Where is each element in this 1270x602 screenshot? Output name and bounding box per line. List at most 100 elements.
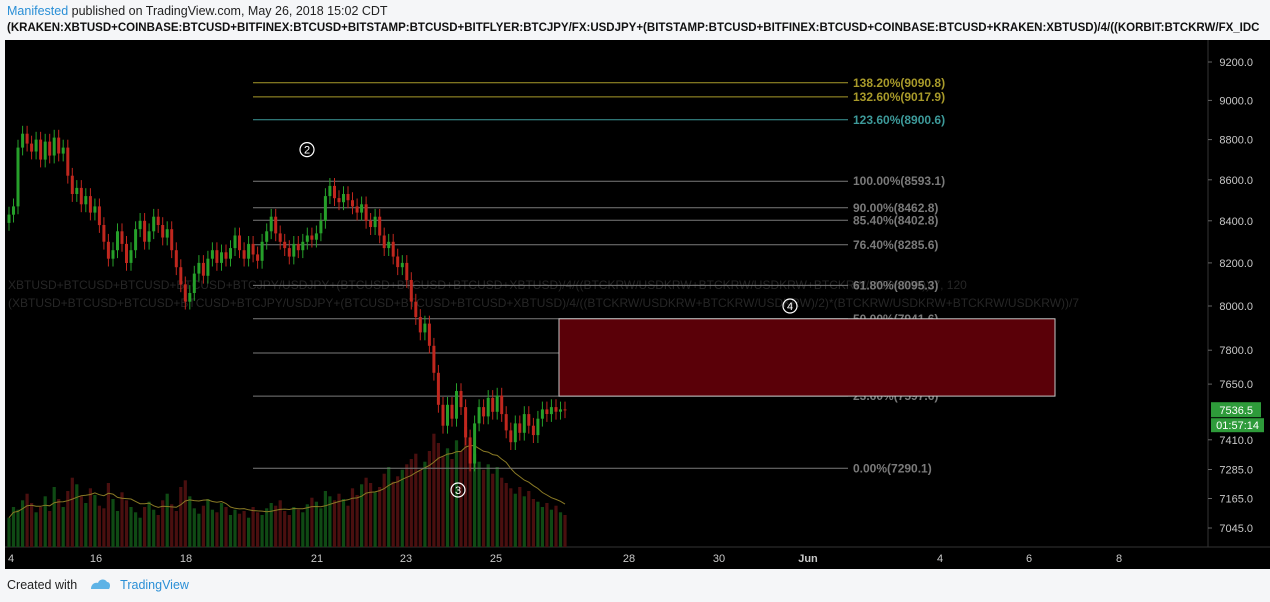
volume-bar [314,501,318,547]
time-axis-background [5,547,1270,569]
candle-body [396,256,400,268]
price-tick-label: 8200.0 [1219,258,1253,270]
volume-bar [491,473,495,547]
volume-bar [143,507,147,547]
candle-body [423,323,427,333]
price-tick-label: 7045.0 [1219,523,1253,535]
candle-body [531,425,535,436]
candle-body [242,250,246,259]
candle-body [265,231,269,242]
volume-bar [396,476,400,547]
volume-bar [527,491,531,547]
volume-bar [79,496,83,547]
volume-bar [355,495,359,547]
volume-bar [549,509,553,547]
volume-bar [111,499,115,547]
candle-body [369,220,373,227]
candle-body [418,317,422,333]
candle-body [342,194,345,203]
volume-bar [545,503,549,547]
volume-bar [522,496,526,547]
volume-bar [179,487,183,547]
volume-bar [486,464,490,547]
volume-bar [16,509,20,547]
candle-body [88,196,92,213]
volume-bar [332,500,337,547]
candle-body [328,185,332,197]
volume-bar [39,507,43,547]
footer: Created with TradingView [7,577,189,594]
author-link[interactable]: Manifested [7,4,69,18]
time-tick-label: 25 [490,553,502,565]
price-chart[interactable]: XBTUSD+BTCUSD+BTCUSD+BTCUSD+BTCJPY/USDJP… [0,40,1270,570]
time-tick-label: 30 [713,553,725,565]
fib-level-label: 100.00%(8593.1) [853,174,945,188]
candle-body [52,137,56,156]
volume-bar [25,493,29,547]
time-tick-label: 23 [400,553,412,565]
volume-bar [219,503,224,547]
volume-bar [138,517,142,547]
last-price-badge [1211,402,1261,418]
volume-bar [323,491,327,547]
volume-bar [115,511,120,547]
candle-body [373,216,377,228]
candle-body [482,407,486,417]
volume-bar [558,512,563,547]
candle-body [278,233,282,242]
tradingview-link[interactable]: TradingView [120,577,189,592]
volume-bar [192,508,196,547]
candle-body [296,243,300,251]
volume-bar [341,499,346,547]
volume-bar [237,513,242,547]
candle-body [473,423,477,464]
wave-label-circle [782,298,798,314]
volume-bar [301,512,305,547]
candle-body [301,241,305,251]
volume-bar [405,464,409,547]
volume-bar [43,496,47,547]
volume-bar [536,501,540,547]
candle-body [34,139,38,152]
target-zone-box [558,318,1056,397]
candle-body [351,200,354,207]
fib-level-label: 90.00%(8462.8) [853,201,938,215]
volume-bar [120,492,124,547]
candle-body [75,187,79,194]
volume-bar [84,503,88,547]
price-tick-label: 7285.0 [1219,465,1253,477]
volume-bar [269,503,273,547]
volume-bar [265,508,269,547]
volume-bar [156,515,160,547]
candle-body [323,196,327,221]
candle-body [486,397,490,417]
volume-bar [251,507,255,547]
candle-body [355,206,359,213]
candle-body [446,404,449,426]
candle-body [57,137,61,154]
volume-bar [152,509,156,547]
volume-bar [210,509,214,547]
fib-level-label: 61.80%(8095.3) [853,278,938,292]
volume-bar [328,496,332,547]
candle-body [436,372,440,405]
volume-bar [242,511,246,547]
volume-ma-line [8,444,566,519]
time-tick-label: 21 [311,553,323,565]
candle-body [233,235,237,249]
volume-bar [283,511,287,547]
candle-body [260,241,264,261]
volume-bar [97,505,101,547]
volume-bar [197,513,201,547]
volume-bar [34,512,38,547]
candle-body [152,216,156,232]
candle-body [43,141,47,160]
candle-body [79,187,83,205]
volume-bar [518,487,522,547]
candle-body [450,404,454,419]
price-axis-background [1208,40,1270,547]
candle-body [229,248,232,259]
volume-bar [206,499,210,547]
volume-bar [305,504,309,547]
price-tick-label: 7800.0 [1219,345,1253,357]
